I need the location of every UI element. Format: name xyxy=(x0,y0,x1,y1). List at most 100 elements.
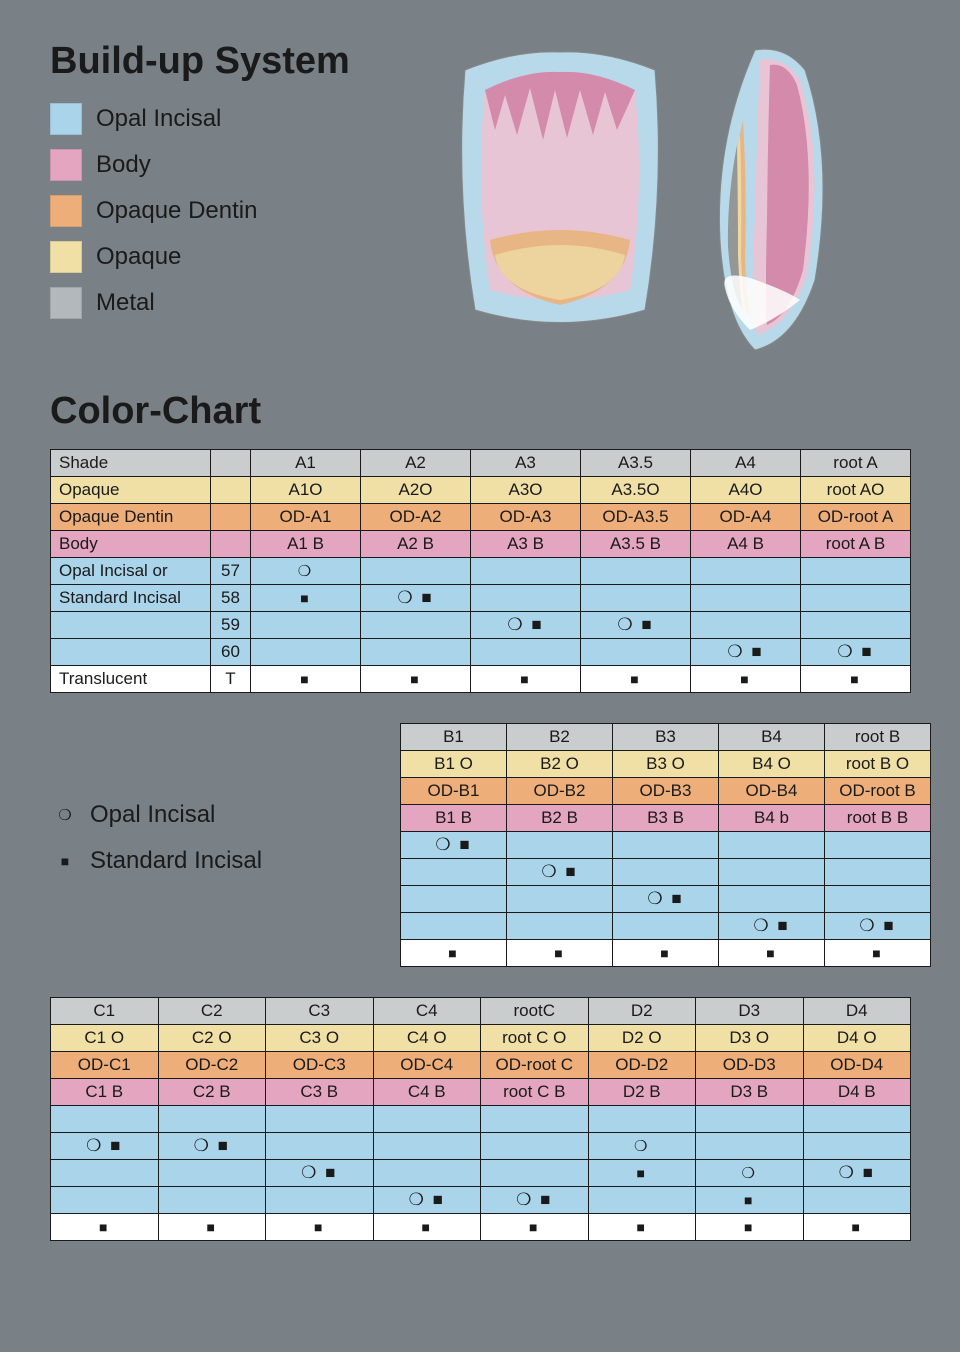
row-num: 58 xyxy=(211,585,251,612)
cell: A4 xyxy=(691,450,801,477)
cell xyxy=(613,913,719,940)
cell xyxy=(361,612,471,639)
cell: ❍ ■ xyxy=(158,1133,266,1160)
cell: B4 xyxy=(719,724,825,751)
cell: A4 B xyxy=(691,531,801,558)
cell: ❍ ■ xyxy=(266,1160,374,1187)
table-row: ❍ ■ xyxy=(401,886,931,913)
cell: C3 B xyxy=(266,1079,374,1106)
cell: C2 xyxy=(158,998,266,1025)
legend-swatch xyxy=(50,287,82,319)
legend-item: Opal Incisal xyxy=(50,103,350,135)
cell: A3 B xyxy=(471,531,581,558)
cell xyxy=(696,1106,804,1133)
row-label: Shade xyxy=(51,450,211,477)
cell: B2 xyxy=(507,724,613,751)
cell xyxy=(471,558,581,585)
cell: ■ xyxy=(696,1214,804,1241)
cell xyxy=(361,639,471,666)
cell: ❍ ■ xyxy=(825,913,931,940)
row-label xyxy=(51,639,211,666)
cell: OD-C1 xyxy=(51,1052,159,1079)
cell xyxy=(825,886,931,913)
row-label: Standard Incisal xyxy=(51,585,211,612)
symbol-key: ❍ Opal Incisal ■ Standard Incisal xyxy=(50,723,380,967)
cell: D4 O xyxy=(803,1025,911,1052)
cell xyxy=(581,639,691,666)
cell: ■ xyxy=(696,1187,804,1214)
row-num xyxy=(211,504,251,531)
cell: A3O xyxy=(471,477,581,504)
cell: ■ xyxy=(481,1214,589,1241)
legend-swatch xyxy=(50,241,82,273)
cell: ■ xyxy=(471,666,581,693)
legend-label: Opaque Dentin xyxy=(96,197,257,225)
cell xyxy=(825,832,931,859)
cell xyxy=(481,1160,589,1187)
cell: ■ xyxy=(266,1214,374,1241)
cell: A2 xyxy=(361,450,471,477)
cell: ■ xyxy=(588,1160,696,1187)
cell: ❍ xyxy=(696,1160,804,1187)
cell: root A xyxy=(801,450,911,477)
cell: A3.5 xyxy=(581,450,691,477)
cell xyxy=(803,1187,911,1214)
cell: ❍ ■ xyxy=(471,612,581,639)
cell: C1 xyxy=(51,998,159,1025)
row-label: Opaque Dentin xyxy=(51,504,211,531)
cell: OD-root A xyxy=(801,504,911,531)
cell: B3 xyxy=(613,724,719,751)
table-row: Opaque DentinOD-A1OD-A2OD-A3OD-A3.5OD-A4… xyxy=(51,504,911,531)
cell xyxy=(719,832,825,859)
title-colorchart: Color-Chart xyxy=(50,390,910,433)
title-buildup: Build-up System xyxy=(50,40,350,83)
table-row: C1 BC2 BC3 BC4 Broot C BD2 BD3 BD4 B xyxy=(51,1079,911,1106)
cell: OD-B2 xyxy=(507,778,613,805)
cell xyxy=(401,913,507,940)
cell: A2O xyxy=(361,477,471,504)
row-num xyxy=(211,450,251,477)
cell: ❍ ■ xyxy=(801,639,911,666)
table-row: ■■■■■■■■ xyxy=(51,1214,911,1241)
cell: ■ xyxy=(507,940,613,967)
cell xyxy=(801,612,911,639)
mid-section: ❍ Opal Incisal ■ Standard Incisal B1B2B3… xyxy=(50,723,910,967)
row-num: 59 xyxy=(211,612,251,639)
cell: ■ xyxy=(581,666,691,693)
cell xyxy=(158,1187,266,1214)
cell xyxy=(691,558,801,585)
cell: B3 B xyxy=(613,805,719,832)
cell: B4 O xyxy=(719,751,825,778)
cell: B3 O xyxy=(613,751,719,778)
cell: C2 B xyxy=(158,1079,266,1106)
cell: ■ xyxy=(251,585,361,612)
cell xyxy=(803,1133,911,1160)
cell xyxy=(401,886,507,913)
legend-block: Build-up System Opal IncisalBodyOpaque D… xyxy=(50,40,350,360)
cell xyxy=(471,639,581,666)
cell: ❍ ■ xyxy=(481,1187,589,1214)
table-row: OD-C1OD-C2OD-C3OD-C4OD-root COD-D2OD-D3O… xyxy=(51,1052,911,1079)
cell xyxy=(507,832,613,859)
cell: D4 B xyxy=(803,1079,911,1106)
cell: OD-D4 xyxy=(803,1052,911,1079)
tooth-side-icon xyxy=(695,40,845,360)
cell: root B xyxy=(825,724,931,751)
cell: OD-D3 xyxy=(696,1052,804,1079)
legend-swatch xyxy=(50,103,82,135)
cell: B1 B xyxy=(401,805,507,832)
row-label: Body xyxy=(51,531,211,558)
cell: B4 b xyxy=(719,805,825,832)
table-row: 60❍ ■❍ ■ xyxy=(51,639,911,666)
table-row: BodyA1 BA2 BA3 BA3.5 BA4 Broot A B xyxy=(51,531,911,558)
cell xyxy=(719,859,825,886)
cell: ■ xyxy=(401,940,507,967)
cell: ❍ xyxy=(588,1133,696,1160)
cell xyxy=(51,1187,159,1214)
cell: OD-C4 xyxy=(373,1052,481,1079)
row-label: Translucent xyxy=(51,666,211,693)
row-label xyxy=(51,612,211,639)
cell: D3 B xyxy=(696,1079,804,1106)
table-row: 59❍ ■❍ ■ xyxy=(51,612,911,639)
cell: ❍ ■ xyxy=(719,913,825,940)
